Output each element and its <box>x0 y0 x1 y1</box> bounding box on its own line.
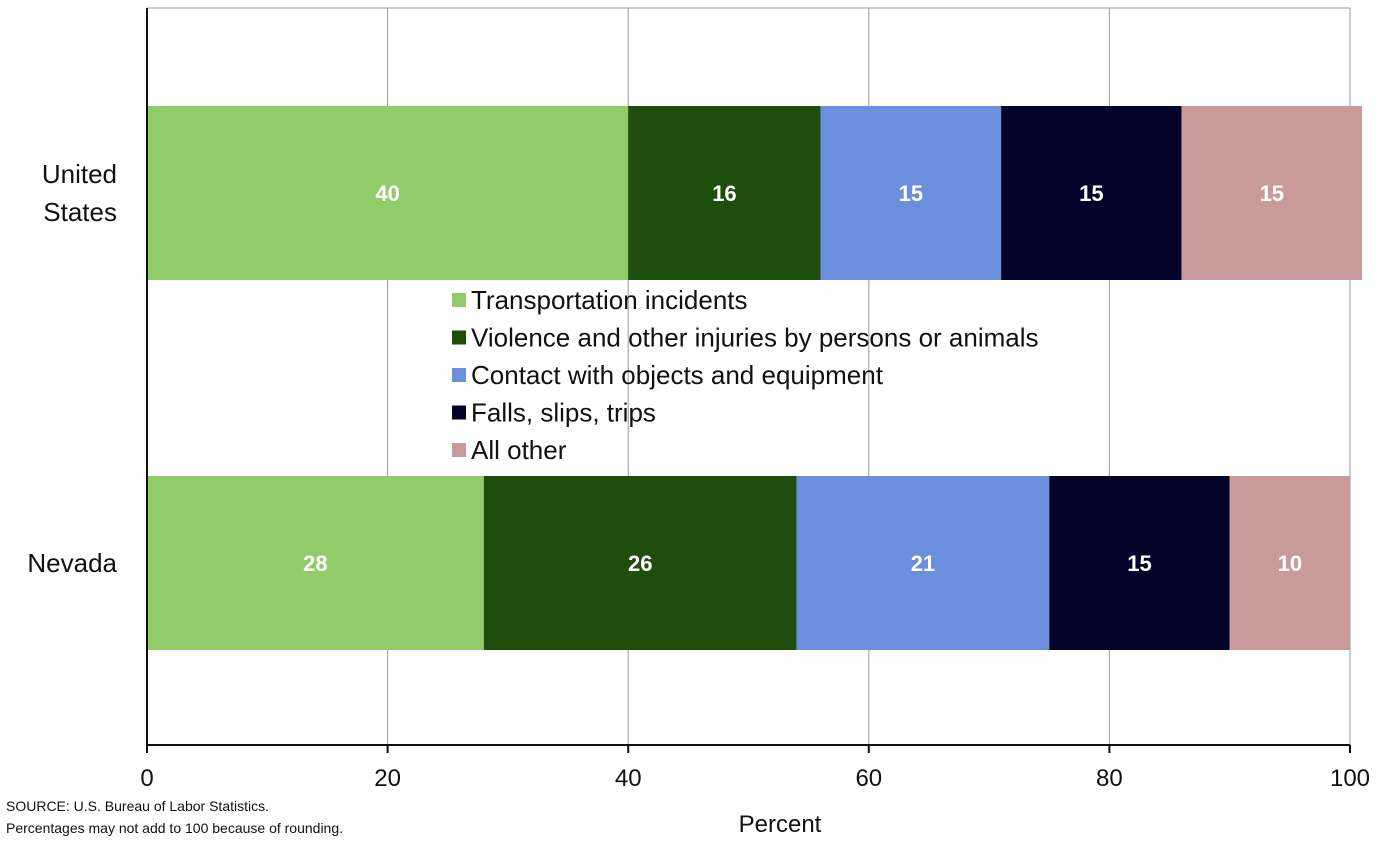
legend-swatch <box>452 293 466 307</box>
data-label: 15 <box>1079 181 1103 206</box>
legend-label: Transportation incidents <box>471 285 748 315</box>
x-tick-label: 20 <box>374 765 401 792</box>
bars: 40 16 15 15 15 28 26 21 15 10 <box>147 106 1363 650</box>
legend-label: Violence and other injuries by persons o… <box>471 323 1039 353</box>
bar-segment <box>796 476 1050 650</box>
data-label: 15 <box>1127 551 1151 576</box>
x-tick-label: 60 <box>855 765 882 792</box>
data-label: 16 <box>712 181 736 206</box>
x-tick-label: 80 <box>1096 765 1123 792</box>
x-tick-label: 100 <box>1330 765 1370 792</box>
source-note: SOURCE: U.S. Bureau of Labor Statistics. <box>6 798 269 814</box>
legend-swatch <box>452 368 466 382</box>
data-label: 15 <box>899 181 923 206</box>
category-labels: United States Nevada <box>27 159 117 578</box>
bar-segment <box>147 106 629 280</box>
legend-label: Contact with objects and equipment <box>471 360 884 390</box>
category-label: United <box>42 159 117 189</box>
data-label: 26 <box>628 551 652 576</box>
legend-label: Falls, slips, trips <box>471 398 656 428</box>
data-label: 10 <box>1278 551 1302 576</box>
bar-segment <box>820 106 1002 280</box>
category-label: Nevada <box>27 548 117 578</box>
x-axis-title: Percent <box>739 811 822 838</box>
data-label: 40 <box>375 181 399 206</box>
x-tick-label: 0 <box>140 765 153 792</box>
bar-segment <box>1001 106 1182 280</box>
legend: Transportation incidents Violence and oth… <box>452 285 1039 465</box>
bar-segment <box>147 476 484 650</box>
category-label: States <box>43 197 117 227</box>
data-label: 15 <box>1260 181 1284 206</box>
x-tick-label: 40 <box>615 765 642 792</box>
rounding-note: Percentages may not add to 100 because o… <box>6 820 344 836</box>
bar-segment <box>628 106 821 280</box>
legend-label: All other <box>471 435 567 465</box>
bar-segment <box>1049 476 1230 650</box>
data-label: 21 <box>911 551 935 576</box>
x-axis: 0 20 40 60 80 100 <box>140 8 1370 792</box>
legend-swatch <box>452 330 466 345</box>
legend-swatch <box>452 405 466 420</box>
bar-segment <box>1229 476 1350 650</box>
legend-swatch <box>452 443 466 457</box>
bar-segment <box>1181 106 1363 280</box>
data-label: 28 <box>303 551 327 576</box>
bar-segment <box>483 476 797 650</box>
